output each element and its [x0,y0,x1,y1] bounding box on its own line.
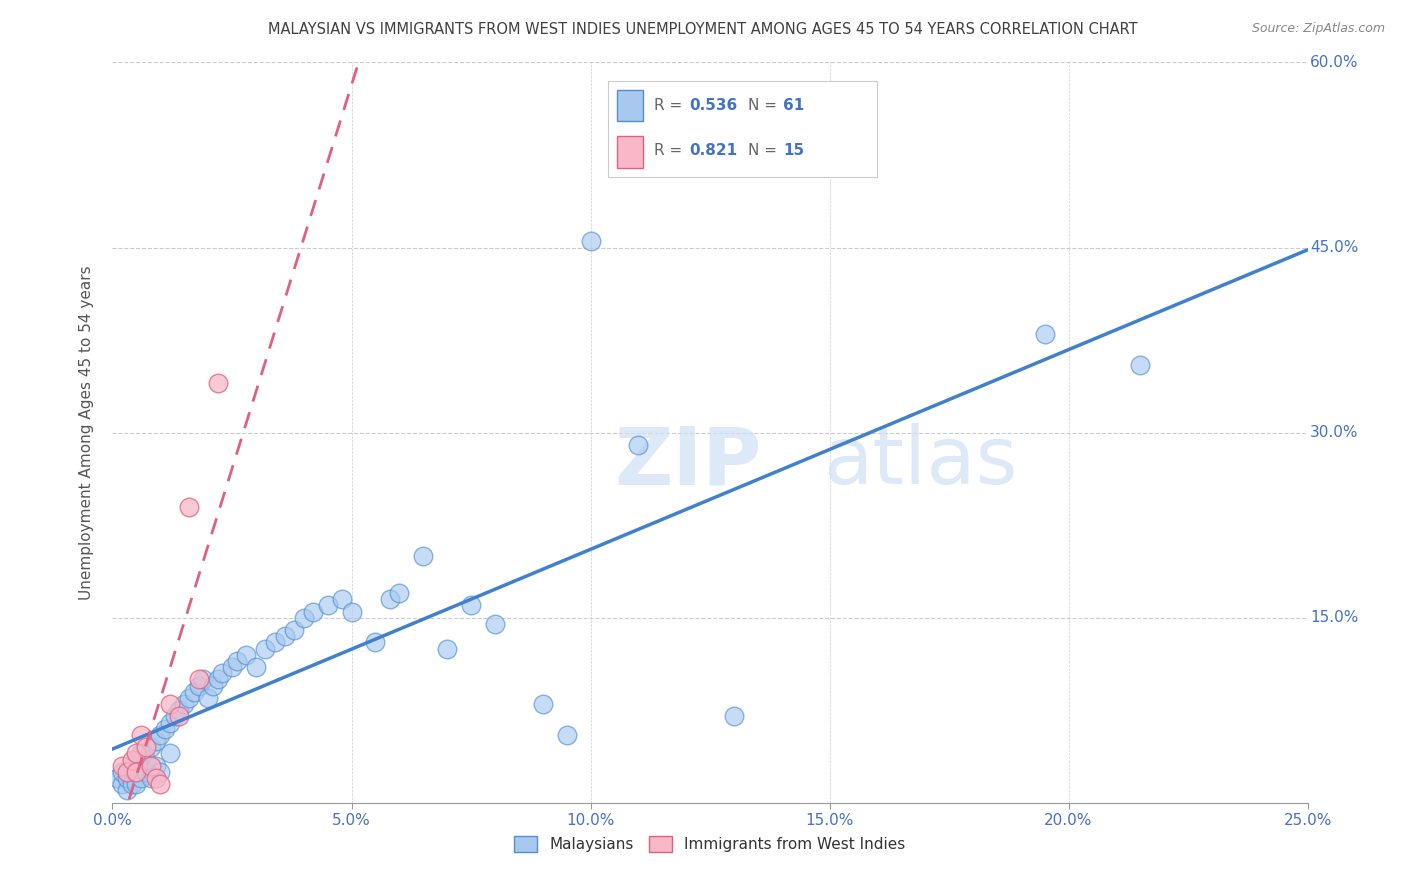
Text: 30.0%: 30.0% [1310,425,1358,440]
Point [169,703,191,717]
Point [283,623,305,637]
Point [221,660,243,674]
Point [245,660,267,674]
Point [115,764,138,779]
Text: 60.0%: 60.0% [1310,55,1358,70]
Point [340,605,363,619]
Text: 45.0%: 45.0% [1310,240,1358,255]
Point [163,709,186,723]
Point [723,709,745,723]
Point [139,740,162,755]
Point [125,764,148,779]
Point [129,728,152,742]
Point [177,500,200,514]
Point [121,753,143,767]
Point [139,771,162,785]
Point [235,648,257,662]
Point [121,758,143,772]
Point [125,764,148,779]
Point [201,679,224,693]
Point [159,715,181,730]
Y-axis label: Unemployment Among Ages 45 to 54 years: Unemployment Among Ages 45 to 54 years [79,265,94,600]
Point [484,616,506,631]
Point [125,753,148,767]
Point [159,697,181,711]
Point [207,376,229,391]
Point [129,747,152,761]
Point [330,592,353,607]
Point [579,235,602,249]
Point [1033,326,1056,341]
Point [159,747,181,761]
Point [145,771,167,785]
Point [111,764,134,779]
Point [254,641,277,656]
Point [115,771,138,785]
Point [115,783,138,797]
Point [187,673,209,687]
Point [135,753,157,767]
Point [135,740,157,755]
Point [149,764,172,779]
Point [125,777,148,791]
Text: Source: ZipAtlas.com: Source: ZipAtlas.com [1251,22,1385,36]
Point [460,599,482,613]
Text: ZIP: ZIP [614,423,762,501]
Point [273,629,295,643]
Point [177,690,200,705]
Point [207,673,229,687]
Text: MALAYSIAN VS IMMIGRANTS FROM WEST INDIES UNEMPLOYMENT AMONG AGES 45 TO 54 YEARS : MALAYSIAN VS IMMIGRANTS FROM WEST INDIES… [269,22,1137,37]
Point [149,728,172,742]
Legend: Malaysians, Immigrants from West Indies: Malaysians, Immigrants from West Indies [509,830,911,858]
Point [139,758,162,772]
Text: 15.0%: 15.0% [1310,610,1358,625]
Point [111,777,134,791]
Text: atlas: atlas [824,423,1018,501]
Point [173,697,195,711]
Point [121,777,143,791]
Point [302,605,325,619]
Point [145,758,167,772]
Point [169,709,191,723]
Point [211,666,233,681]
Point [129,771,152,785]
Point [378,592,401,607]
Point [388,586,411,600]
Point [187,679,209,693]
Point [193,673,215,687]
Point [153,722,176,736]
Point [111,758,134,772]
Point [149,777,172,791]
Point [225,654,247,668]
Point [364,635,387,649]
Point [125,747,148,761]
Point [135,764,157,779]
Point [1129,358,1152,372]
Point [555,728,578,742]
Point [145,734,167,748]
Point [436,641,458,656]
Point [316,599,339,613]
Point [105,771,128,785]
Point [412,549,434,563]
Point [627,438,650,452]
Point [264,635,287,649]
Point [292,610,315,624]
Point [183,685,205,699]
Point [197,690,219,705]
Point [531,697,554,711]
